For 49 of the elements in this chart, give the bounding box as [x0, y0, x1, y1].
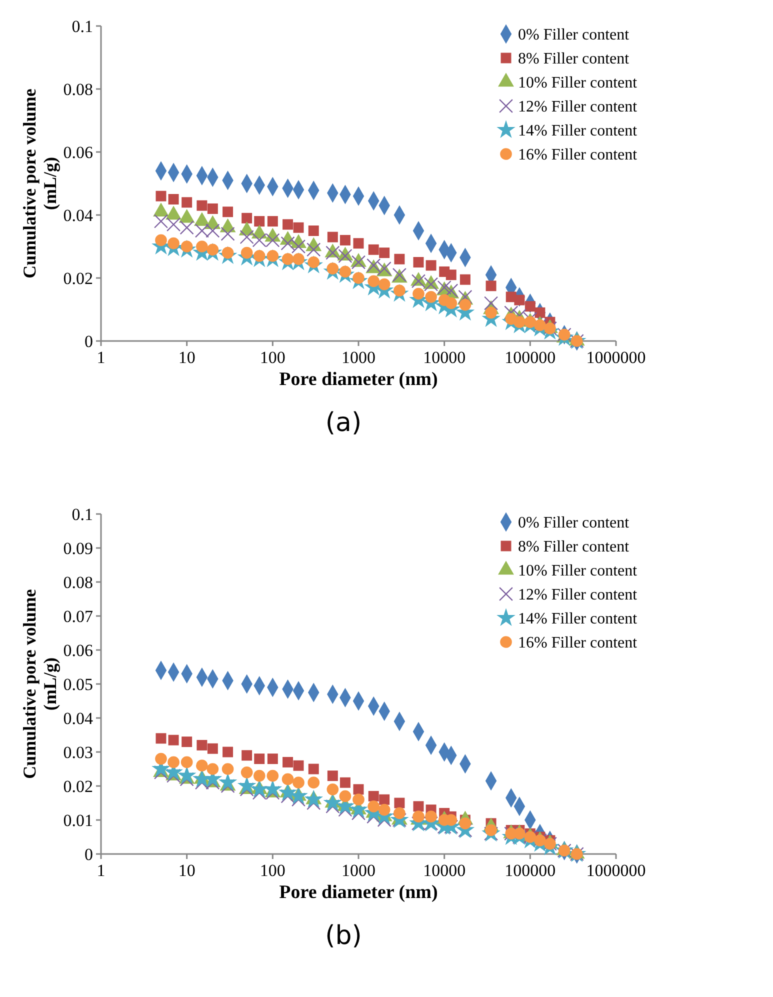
legend-label: 14% Filler content [518, 122, 638, 140]
x-axis-title: Pore diameter (nm) [279, 882, 438, 903]
legend-label: 0% Filler content [518, 514, 630, 532]
y-axis-title: Cumulative pore volume (mL/g) [19, 88, 60, 278]
x-tick-label: 1000000 [586, 861, 646, 880]
y-tick-label: 0.02 [63, 268, 93, 288]
legend-label: 10% Filler content [518, 74, 638, 92]
legend-label: 12% Filler content [518, 586, 638, 604]
y-tick-label: 0.06 [63, 640, 93, 660]
x-tick-label: 1 [96, 861, 106, 880]
x-tick-label: 1 [96, 348, 106, 367]
y-tick-label: 0.06 [63, 142, 93, 162]
x-axis-title: Pore diameter (nm) [279, 369, 438, 390]
x-tick-label: 10000 [423, 348, 466, 367]
y-tick-label: 0.08 [63, 80, 93, 99]
legend-label: 10% Filler content [518, 562, 638, 580]
text: (b) [325, 921, 362, 951]
y-tick-label: 0.08 [63, 572, 93, 592]
y-tick-label: 0.09 [63, 538, 93, 558]
y-tick-label: 0.02 [63, 776, 93, 796]
x-tick-label: 10 [178, 348, 196, 367]
x-tick-label: 10 [178, 861, 196, 880]
y-tick-label: 0.01 [63, 810, 93, 830]
legend-label: 8% Filler content [518, 538, 630, 556]
y-tick-label: 0.03 [63, 742, 93, 762]
y-tick-label: 0.1 [72, 16, 93, 36]
legend-label: 0% Filler content [518, 26, 630, 44]
y-tick-label: 0 [84, 844, 93, 864]
x-tick-label: 10000 [423, 861, 466, 880]
x-tick-label: 100 [260, 861, 286, 880]
legend-label: 16% Filler content [518, 146, 638, 164]
x-tick-label: 100 [260, 348, 286, 367]
x-tick-label: 1000 [342, 861, 376, 880]
y-tick-label: 0.05 [63, 674, 93, 694]
legend-label: 16% Filler content [518, 634, 638, 652]
x-tick-label: 100000 [504, 861, 556, 880]
legend-label: 12% Filler content [518, 98, 638, 116]
text: (a) [325, 408, 362, 438]
y-axis-title: Cumulative pore volume (mL/g) [19, 589, 60, 779]
y-tick-label: 0.04 [63, 206, 94, 225]
x-tick-label: 1000 [342, 348, 376, 367]
y-tick-label: 0.07 [63, 606, 94, 626]
y-tick-label: 0.04 [63, 708, 94, 728]
legend-label: 14% Filler content [518, 610, 638, 628]
x-tick-label: 1000000 [586, 348, 646, 367]
y-tick-label: 0 [84, 332, 93, 351]
y-tick-label: 0.1 [72, 504, 93, 524]
legend-label: 8% Filler content [518, 50, 630, 68]
x-tick-label: 100000 [504, 348, 556, 367]
